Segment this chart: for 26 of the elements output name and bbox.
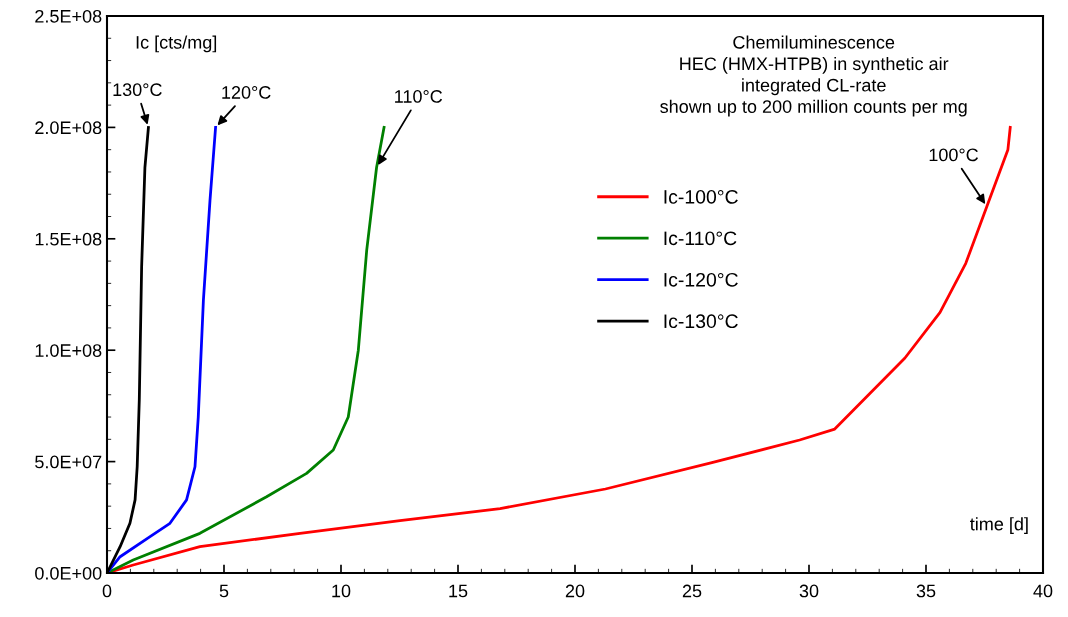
- y-tick-label: 2.0E+08: [35, 121, 102, 135]
- x-tick-label: 20: [565, 584, 585, 598]
- y-tick-label: 0.0E+00: [35, 566, 102, 580]
- x-tick-label: 15: [449, 584, 468, 598]
- legend-label: Ic-110°C: [664, 231, 737, 246]
- annotation: 130°C: [113, 83, 162, 97]
- annotation: 120°C: [222, 86, 271, 99]
- legend-label: Ic-130°C: [664, 314, 738, 329]
- x-axis-title: time [d]: [970, 517, 1028, 535]
- y-tick-label: 2.5E+08: [35, 9, 102, 23]
- y-tick-label: 1.0E+08: [35, 344, 102, 357]
- legend-label: Ic-120°C: [664, 272, 738, 287]
- y-tick-label: 5.0E+07: [35, 455, 102, 469]
- text: Chemiluminescence HEC (HMX-HTPB) in synthetic air integrated CL-rate shown up to 200 million counts per mg: [660, 35, 967, 117]
- x-tick-label: 30: [799, 584, 819, 598]
- x-tick-label: 10: [332, 584, 351, 598]
- y-axis-title: Ic [cts/mg]: [136, 35, 217, 53]
- x-tick-label: 25: [682, 584, 702, 598]
- x-tick-label: 35: [916, 584, 936, 598]
- x-tick-label: 5: [219, 584, 229, 598]
- annotation: 110°C: [395, 90, 443, 103]
- annotation: 100°C: [929, 148, 979, 162]
- y-tick-label: 1.5E+08: [35, 232, 102, 246]
- x-tick-label: 40: [1033, 584, 1053, 598]
- x-tick-label: 0: [102, 584, 112, 598]
- legend-label: Ic-100°C: [664, 189, 738, 204]
